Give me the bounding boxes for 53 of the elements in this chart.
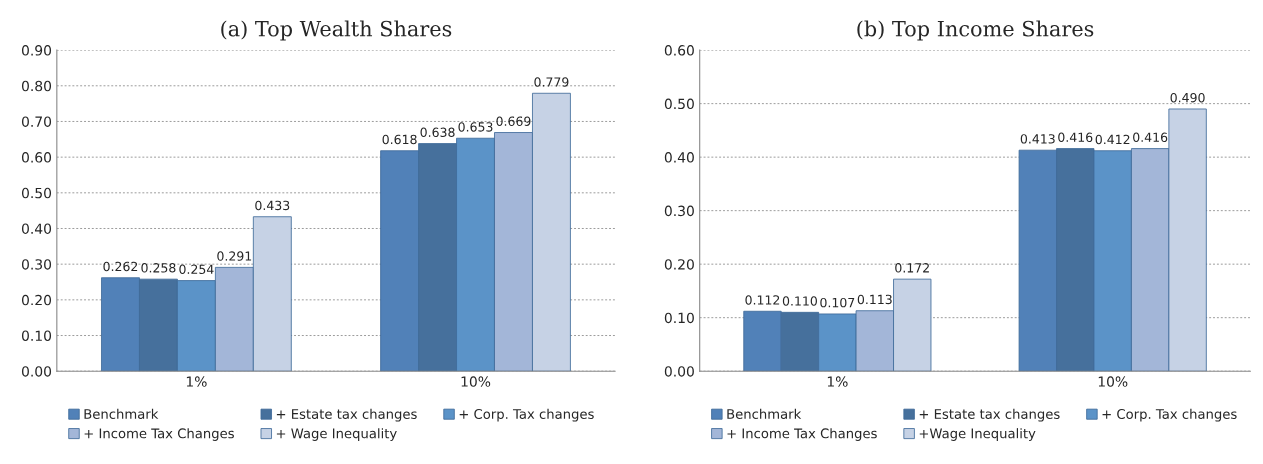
legend-label: Benchmark: [727, 408, 802, 419]
y-tick-label: 0.30: [21, 259, 52, 270]
legend-label: + Income Tax Changes: [727, 428, 877, 441]
data-label: 0.254: [179, 264, 214, 274]
y-tick-label: 0.20: [664, 259, 694, 270]
data-label: 0.413: [1020, 134, 1055, 144]
y-tick-label: 0.10: [21, 330, 52, 341]
chart-title: (a) Top Wealth Shares: [221, 20, 452, 41]
data-label: 0.112: [745, 295, 780, 305]
data-label: 0.258: [141, 263, 176, 273]
data-label: 0.618: [382, 134, 417, 145]
data-label: 0.416: [1133, 132, 1168, 142]
x-tick-label: 1%: [186, 376, 207, 387]
legend-label: + Corp. Tax changes: [1102, 408, 1237, 422]
data-label: 0.638: [420, 127, 455, 137]
y-tick-label: 0.90: [21, 45, 52, 56]
y-tick-label: 0.80: [21, 80, 52, 92]
y-tick-label: 0.60: [21, 152, 52, 163]
data-label: 0.433: [255, 200, 290, 211]
data-label: 0.110: [782, 296, 817, 306]
legend-label: + Corp. Tax changes: [459, 408, 594, 422]
y-tick-label: 0.20: [21, 294, 52, 306]
data-label: 0.416: [1058, 132, 1093, 142]
legend-label: + Wage Inequality: [276, 428, 397, 441]
data-label: 0.262: [103, 261, 138, 272]
x-tick-label: 10%: [1098, 376, 1128, 387]
legend-label: +Wage Inequality: [919, 428, 1036, 441]
y-tick-label: 0.00: [664, 366, 694, 377]
y-tick-label: 0.30: [664, 205, 694, 217]
legend-label: + Income Tax Changes: [84, 428, 234, 441]
y-tick-label: 0.40: [664, 152, 694, 163]
data-label: 0.669: [496, 116, 531, 126]
y-tick-label: 0.50: [21, 187, 52, 199]
y-tick-label: 0.50: [664, 98, 694, 110]
y-tick-label: 0.60: [664, 45, 694, 56]
data-label: 0.172: [895, 263, 929, 273]
data-label: 0.107: [820, 297, 855, 308]
y-tick-label: 0.10: [664, 312, 694, 324]
data-label: 0.653: [458, 122, 493, 132]
y-tick-label: 0.40: [21, 223, 52, 234]
chart-title: (b) Top Income Shares: [857, 20, 1094, 41]
x-tick-label: 10%: [461, 376, 491, 387]
data-label: 0.779: [534, 77, 569, 87]
y-tick-label: 0.00: [21, 366, 52, 377]
legend-label: + Estate tax changes: [919, 408, 1060, 422]
data-label: 0.412: [1095, 134, 1130, 145]
data-label: 0.291: [217, 251, 252, 261]
data-label: 0.113: [857, 294, 892, 305]
data-label: 0.490: [1170, 92, 1205, 103]
legend-label: + Estate tax changes: [276, 408, 417, 422]
legend-label: Benchmark: [84, 408, 159, 419]
y-tick-label: 0.70: [21, 116, 52, 127]
x-tick-label: 1%: [827, 376, 848, 387]
